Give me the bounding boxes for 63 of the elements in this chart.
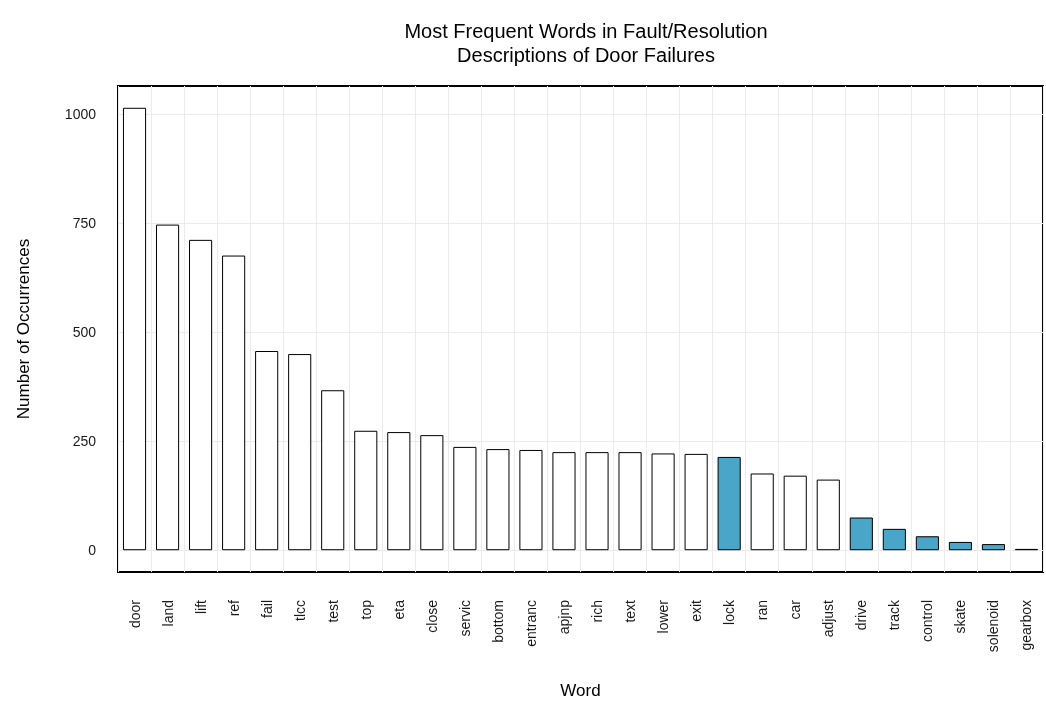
bar bbox=[717, 456, 741, 551]
x-tick-label: ref bbox=[225, 599, 242, 617]
bar bbox=[915, 536, 939, 551]
x-tick-label: servic bbox=[456, 600, 473, 637]
x-tick-label: lift bbox=[192, 599, 209, 614]
chart-title: Most Frequent Words in Fault/Resolution Descriptions of Door Failures bbox=[404, 20, 768, 66]
x-tick-label: skate bbox=[952, 599, 969, 634]
x-tick-label: top bbox=[357, 599, 374, 620]
x-tick-label: text bbox=[622, 599, 639, 623]
bar bbox=[189, 239, 213, 551]
bar bbox=[222, 255, 246, 551]
bar bbox=[420, 435, 444, 551]
y-tick-label: 250 bbox=[72, 433, 97, 450]
y-tick-label: 500 bbox=[72, 324, 97, 341]
bar bbox=[519, 449, 543, 551]
x-tick-label: exit bbox=[688, 599, 705, 622]
bar bbox=[552, 452, 576, 551]
x-tick-label: ran bbox=[754, 600, 771, 621]
bar bbox=[981, 544, 1006, 551]
x-tick-label: track bbox=[886, 599, 903, 631]
x-tick-label: close bbox=[423, 599, 440, 633]
bar bbox=[783, 475, 807, 551]
x-tick-label: apjnp bbox=[555, 599, 572, 635]
bar bbox=[585, 452, 609, 551]
bar bbox=[122, 107, 147, 551]
bar bbox=[651, 453, 675, 551]
bar bbox=[354, 430, 378, 551]
x-tick-label: test bbox=[324, 599, 341, 623]
y-tick-label: 750 bbox=[72, 215, 97, 232]
x-tick-label: control bbox=[919, 600, 936, 643]
bar bbox=[816, 479, 840, 551]
x-tick-label: eta bbox=[390, 599, 407, 620]
x-axis-title: Word bbox=[560, 681, 601, 700]
x-tick-label: drive bbox=[853, 599, 870, 631]
y-tick-label: 0 bbox=[88, 542, 97, 559]
bar bbox=[750, 473, 774, 551]
x-tick-label: entranc bbox=[522, 600, 539, 647]
bar bbox=[155, 224, 180, 551]
x-tick-label: rich bbox=[589, 600, 606, 623]
bar bbox=[387, 432, 411, 551]
x-tick-label: tlcc bbox=[291, 600, 308, 621]
x-tick-label: fail bbox=[258, 600, 275, 618]
x-tick-label: land bbox=[159, 600, 176, 627]
bar bbox=[321, 390, 345, 551]
x-tick-label: lock bbox=[721, 599, 738, 625]
bar bbox=[948, 541, 972, 551]
x-tick-label: bottom bbox=[489, 600, 506, 643]
x-tick-label: car bbox=[787, 599, 804, 620]
x-tick-label: lower bbox=[655, 599, 672, 634]
bar bbox=[255, 351, 279, 551]
bar bbox=[453, 446, 477, 551]
bar bbox=[618, 452, 642, 551]
bar bbox=[684, 453, 708, 551]
x-tick-label: solenoid bbox=[985, 600, 1002, 653]
y-axis-title: Number of Occurrences bbox=[14, 238, 33, 420]
x-tick-label: gearbox bbox=[1018, 600, 1035, 651]
x-tick-label: door bbox=[126, 599, 143, 629]
bar bbox=[486, 449, 510, 551]
bar bbox=[882, 528, 906, 551]
bar bbox=[288, 354, 312, 551]
y-tick-label: 1000 bbox=[64, 106, 97, 123]
x-tick-label: adjust bbox=[820, 599, 837, 638]
bar bbox=[849, 517, 873, 551]
